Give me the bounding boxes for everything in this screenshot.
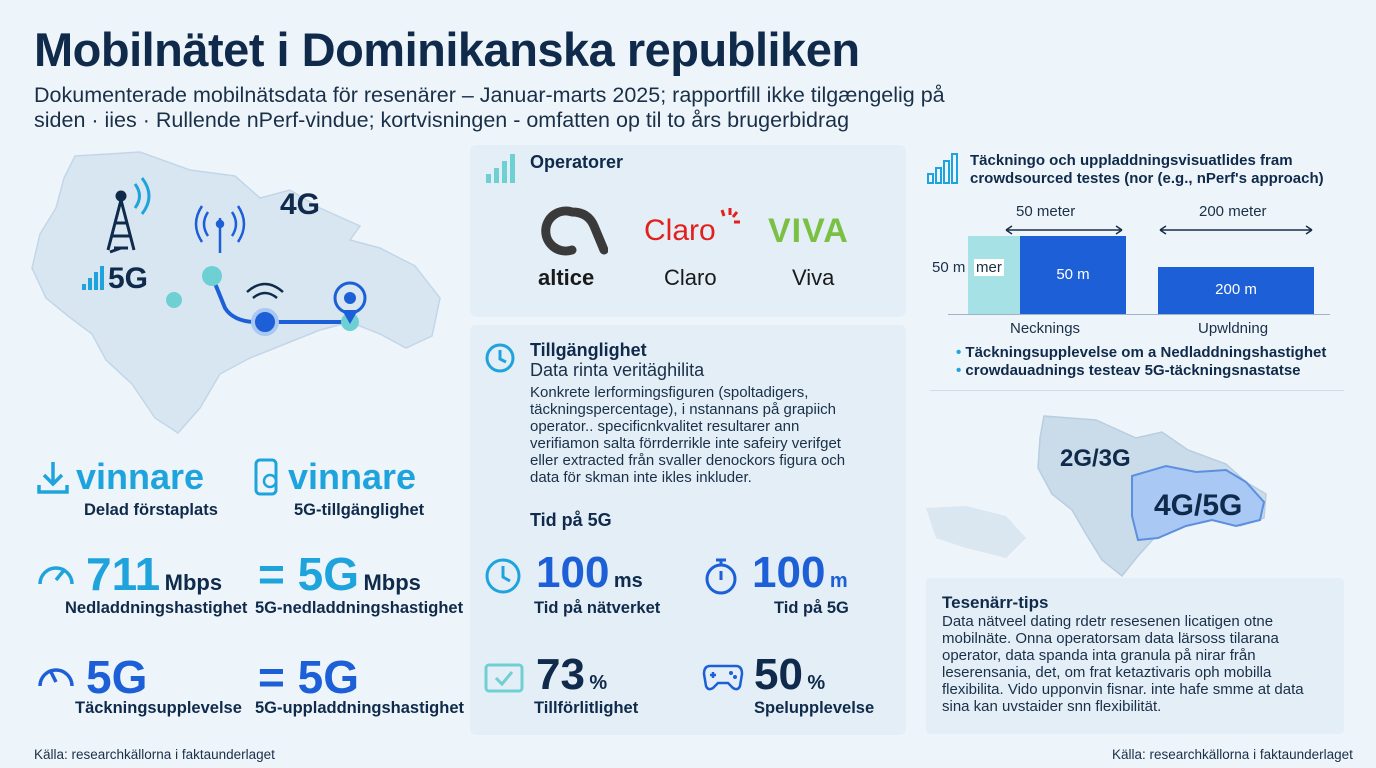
claro-logo: Claro [644,214,716,247]
speedometer-icon [36,556,76,588]
gamepad-icon [702,662,744,692]
footer-source-left: Källa: researchkällorna i faktaunderlage… [34,747,275,762]
gauge-icon [36,658,76,690]
metric-value-1: 100 [536,548,610,597]
country-map-right: 2G/3G 4G/5G [926,398,1346,593]
clock-icon [484,342,516,374]
signal-bars-icon [82,266,104,290]
coverage-bullet-1: Täckningsupplevelse om a Nedladdningshas… [956,344,1326,361]
dim-label-left: 50 meter [1016,203,1076,220]
metric-unit-4: % [807,672,826,694]
axis-label-left: Necknings [1010,320,1081,337]
altice-logo [532,204,609,263]
label-4g: 4G [280,188,320,221]
coverage-value-1: 5G [86,651,148,703]
coverage-caption-1: Täckningsupplevelse [75,699,242,717]
metric-caption-1: Tid på nätverket [534,599,661,617]
side-label: 50 m [932,259,966,276]
winner-caption-1: Delad förstaplats [84,501,218,519]
metric-value-4: 50 [754,650,803,699]
speed-caption-1: Nedladdningshastighet [65,599,248,617]
time-5g-heading: Tid på 5G [530,510,612,530]
metric-4: 50 % [754,650,825,700]
operators-heading: Operatorer [530,152,624,172]
coverage-caption-2: 5G-uppladdningshastighet [255,699,464,717]
metric-unit-2: m [829,570,848,592]
operator-name-viva: Viva [792,265,835,290]
baseline [948,314,1330,315]
coverage-bullet-2: crowdauadnings testeav 5G-täckningsnasta… [956,362,1300,379]
check-icon [484,662,524,694]
label-4g5g: 4G/5G [1154,489,1242,522]
speed-stat-2: = 5G Mbps [258,547,421,601]
claro-rays-icon [718,206,742,241]
dim-arrow-right [1158,222,1314,240]
coverage-value-2: = 5G [258,651,360,703]
bar-50m-label: 50 m [1056,266,1090,283]
bar-50m: 50 m [1020,236,1126,314]
label-2g3g: 2G/3G [1060,445,1131,472]
side-label-overlay: mer [974,259,1004,276]
metric-3: 73 % [536,650,607,700]
metric-caption-3: Tillförlitlighet [534,699,639,717]
divider [930,390,1344,391]
speed-stat-1: 711 Mbps [86,547,222,601]
speed-caption-2: 5G-nedladdningshastighet [255,599,464,617]
viva-logo: VIVA [768,212,849,250]
page-title: Mobilnätet i Dominikanska republiken [34,23,860,76]
phone-icon [252,457,282,497]
availability-body: Konkrete lerformingsfiguren (spoltadiger… [530,384,846,486]
winner-value-1: vinnare [76,456,205,497]
coverage-visual-heading-2: crowdsourced testes (nor (e.g., nPerf's … [970,170,1324,187]
tower-icon [106,177,151,254]
tips-heading: Tesenärr-tips [942,593,1049,612]
page-subtitle: Dokumenterade mobilnätsdata för resenäre… [34,83,945,132]
tips-panel [926,578,1344,734]
availability-subheading: Data rinta veritäghilita [530,360,705,380]
metric-unit-3: % [589,672,608,694]
metric-2: 100 m [752,548,848,598]
speed-unit-1: Mbps [164,570,223,595]
bar-200m: 200 m [1158,267,1314,314]
winner-caption-2: 5G-tillgänglighet [294,501,425,519]
metric-caption-4: Spelupplevelse [754,699,875,717]
speed-value-2: = 5G [258,548,360,600]
operator-name-altice: altice [538,265,595,290]
metric-value-2: 100 [752,548,826,597]
tips-body: Data nätveel dating rdetr resesenen lica… [942,613,1304,715]
download-icon [36,459,70,495]
footer-source-right: Källa: researchkällorna i faktaunderlage… [1112,747,1353,762]
bar-200m-label: 200 m [1215,281,1257,298]
axis-label-right: Upwldning [1198,320,1269,337]
location-pin-icon [333,281,367,324]
wifi-icon [246,282,284,299]
availability-heading: Tillgänglighet [530,340,647,360]
winner-value-2: vinnare [288,456,417,497]
clock-icon [484,557,522,595]
speed-unit-2: Mbps [363,570,421,595]
metric-caption-2: Tid på 5G [774,599,849,617]
dim-label-right: 200 meter [1199,203,1267,220]
country-map-left: 5G 4G [20,148,460,438]
metric-unit-1: ms [613,570,643,592]
metric-1: 100 ms [536,548,643,598]
bars-chart-icon [926,152,962,184]
bars-chart-icon [484,152,520,184]
label-5g: 5G [108,262,148,295]
operator-name-claro: Claro [664,265,717,290]
metric-value-3: 73 [536,650,585,699]
coverage-visual-heading-1: Täckningo och uppladdningsvisuatlides fr… [970,152,1293,169]
stopwatch-icon [702,556,740,596]
dim-arrow-left [1004,222,1124,240]
antenna-icon [194,205,246,253]
availability-panel [470,325,906,735]
speed-value-1: 711 [86,548,161,600]
